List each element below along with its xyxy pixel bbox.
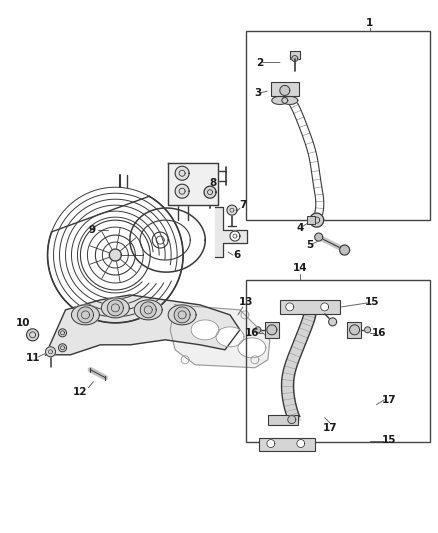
Polygon shape xyxy=(267,440,275,448)
Polygon shape xyxy=(140,302,156,318)
Text: 12: 12 xyxy=(73,386,88,397)
Polygon shape xyxy=(170,305,270,368)
Text: 9: 9 xyxy=(89,225,96,235)
Bar xyxy=(265,322,279,338)
Polygon shape xyxy=(364,327,371,333)
Polygon shape xyxy=(267,325,277,335)
Polygon shape xyxy=(280,85,290,95)
Text: 1: 1 xyxy=(366,18,373,28)
Polygon shape xyxy=(204,186,216,198)
Polygon shape xyxy=(339,245,350,255)
Bar xyxy=(246,30,430,220)
Polygon shape xyxy=(191,320,219,340)
Polygon shape xyxy=(101,298,129,318)
Polygon shape xyxy=(59,344,67,352)
Polygon shape xyxy=(46,347,56,357)
Polygon shape xyxy=(286,303,294,311)
Text: 15: 15 xyxy=(365,297,380,307)
Bar xyxy=(307,216,314,224)
Polygon shape xyxy=(78,307,93,323)
Polygon shape xyxy=(46,295,240,355)
Polygon shape xyxy=(168,163,218,205)
Text: 13: 13 xyxy=(239,297,253,307)
Text: 11: 11 xyxy=(25,353,40,363)
Bar xyxy=(246,280,430,441)
Polygon shape xyxy=(216,327,244,347)
Text: 5: 5 xyxy=(306,240,313,250)
Text: 17: 17 xyxy=(322,423,337,433)
Polygon shape xyxy=(310,213,324,227)
Polygon shape xyxy=(292,55,298,61)
Polygon shape xyxy=(272,96,288,104)
Polygon shape xyxy=(175,166,189,180)
Polygon shape xyxy=(27,329,39,341)
Polygon shape xyxy=(59,329,67,337)
Bar xyxy=(259,438,314,450)
Text: 15: 15 xyxy=(382,434,397,445)
Polygon shape xyxy=(71,305,99,325)
Polygon shape xyxy=(282,96,298,104)
Polygon shape xyxy=(230,231,240,241)
Polygon shape xyxy=(321,303,328,311)
Polygon shape xyxy=(227,205,237,215)
Polygon shape xyxy=(174,307,190,323)
Text: 6: 6 xyxy=(233,250,240,260)
Polygon shape xyxy=(107,300,124,316)
Polygon shape xyxy=(168,305,196,325)
Polygon shape xyxy=(314,233,323,241)
Bar xyxy=(271,83,299,96)
Text: 16: 16 xyxy=(372,328,387,338)
Polygon shape xyxy=(328,318,337,326)
Text: 4: 4 xyxy=(296,223,304,233)
Polygon shape xyxy=(255,327,261,333)
Polygon shape xyxy=(297,440,305,448)
Text: 2: 2 xyxy=(256,58,264,68)
Polygon shape xyxy=(215,207,247,257)
Text: 3: 3 xyxy=(254,88,261,99)
Bar xyxy=(290,51,300,59)
Polygon shape xyxy=(288,416,296,424)
Bar xyxy=(268,415,298,425)
Polygon shape xyxy=(350,325,360,335)
Bar xyxy=(280,300,339,314)
Text: 17: 17 xyxy=(382,394,397,405)
Polygon shape xyxy=(175,184,189,198)
Polygon shape xyxy=(134,300,162,320)
Text: 14: 14 xyxy=(293,263,307,273)
Text: 10: 10 xyxy=(15,318,30,328)
Text: 16: 16 xyxy=(245,328,259,338)
Polygon shape xyxy=(110,249,121,261)
Bar xyxy=(346,322,360,338)
Text: 8: 8 xyxy=(209,178,217,188)
Text: 7: 7 xyxy=(239,200,247,210)
Polygon shape xyxy=(238,338,266,358)
